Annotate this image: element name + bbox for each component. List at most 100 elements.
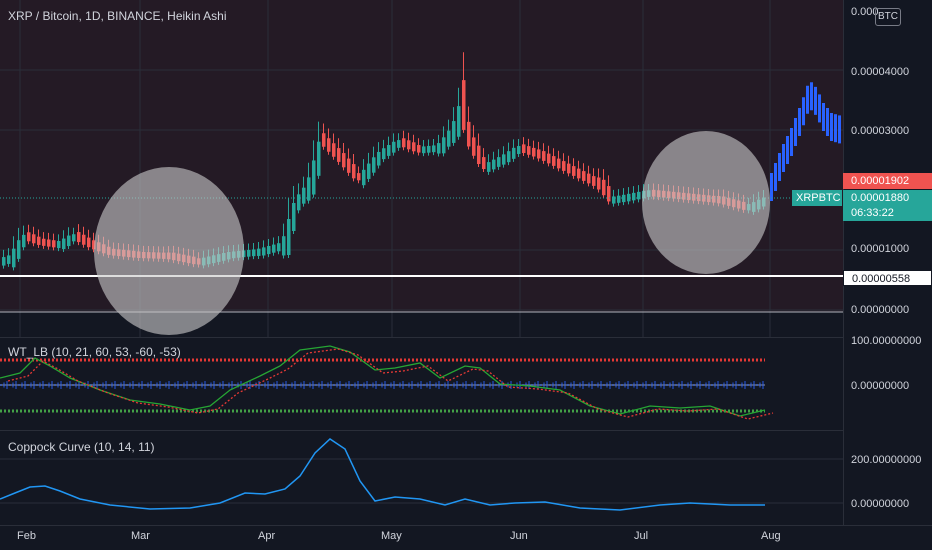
wt-histogram-bar: [705, 382, 707, 388]
candle: [637, 191, 641, 200]
wt-lb-legend[interactable]: WT_LB (10, 21, 60, 53, -60, -53): [8, 345, 181, 359]
wt-histogram-bar: [468, 384, 470, 386]
coppock-pane[interactable]: [0, 431, 843, 525]
wt-histogram-bar: [327, 382, 329, 388]
candle: [267, 245, 271, 255]
wt-histogram-bar: [0, 384, 2, 386]
wt-histogram-bar: [210, 382, 212, 388]
wt-histogram-bar: [612, 384, 614, 386]
highlight-circle-july: [642, 131, 770, 274]
wt-histogram-bar: [36, 384, 38, 386]
wt-lb-pane[interactable]: [0, 338, 843, 430]
currency-badge[interactable]: BTC: [875, 8, 901, 26]
wt-histogram-bar: [672, 381, 674, 389]
time-axis-label: Jul: [634, 530, 649, 542]
wt-histogram-bar: [483, 381, 485, 389]
candle: [482, 157, 486, 170]
wt-histogram-bar: [441, 384, 443, 386]
candle: [347, 158, 351, 173]
candle: [562, 161, 566, 171]
candle: [472, 137, 476, 156]
wt-histogram-bar: [639, 384, 641, 386]
wt-histogram-bar: [669, 382, 671, 388]
price-axis[interactable]: [843, 0, 932, 525]
wt-histogram-bar: [579, 382, 581, 388]
wt-histogram-bar: [459, 384, 461, 386]
candle: [432, 145, 436, 153]
wt-histogram-bar: [558, 384, 560, 386]
wt-histogram-bar: [219, 382, 221, 388]
pane-separator[interactable]: [0, 337, 932, 338]
wt-histogram-bar: [636, 381, 638, 389]
candle: [297, 194, 301, 211]
wt-histogram-bar: [603, 384, 605, 386]
wt-histogram-bar: [117, 384, 119, 386]
wt-histogram-bar: [165, 382, 167, 388]
time-axis-label: Apr: [258, 530, 276, 542]
wt-histogram-bar: [21, 382, 23, 388]
candle: [447, 130, 451, 147]
wt-line-2: [7, 348, 774, 420]
wt-histogram-bar: [189, 384, 191, 386]
wt-histogram-bar: [618, 381, 620, 389]
pane-separator[interactable]: [0, 430, 932, 431]
red-price-tag: 0.00001902: [843, 173, 932, 189]
wt-histogram-bar: [303, 381, 305, 389]
candle: [312, 160, 316, 195]
wt-histogram-bar: [195, 381, 197, 389]
candle: [392, 141, 396, 153]
wt-histogram-bar: [423, 384, 425, 386]
candle: [542, 151, 546, 161]
wt-histogram-bar: [279, 384, 281, 386]
wt-histogram-bar: [183, 382, 185, 388]
wt-histogram-bar: [396, 384, 398, 386]
wt-histogram-bar: [435, 382, 437, 388]
candle: [387, 145, 391, 156]
wt-histogram-bar: [225, 384, 227, 386]
time-axis-label: Aug: [761, 530, 781, 542]
wt-histogram-bar: [546, 381, 548, 389]
wt-histogram-bar: [447, 381, 449, 389]
wt-histogram-bar: [474, 381, 476, 389]
wt-histogram-bar: [42, 381, 44, 389]
coppock-chart[interactable]: [0, 431, 843, 525]
wt-histogram-bar: [471, 382, 473, 388]
candle: [442, 137, 446, 154]
wt-histogram-bar: [273, 382, 275, 388]
projection-candle: [794, 118, 797, 146]
candle: [477, 145, 481, 164]
wt-histogram-bar: [450, 384, 452, 386]
wt-histogram-bar: [294, 381, 296, 389]
projection-candle: [778, 153, 781, 181]
wt-histogram-bar: [492, 381, 494, 389]
wt-histogram-bar: [381, 382, 383, 388]
wt-histogram-bar: [156, 382, 158, 388]
wt-histogram-bar: [267, 381, 269, 389]
wt-histogram-bar: [228, 382, 230, 388]
candle: [557, 158, 561, 169]
wt-histogram-bar: [129, 382, 131, 388]
coppock-legend[interactable]: Coppock Curve (10, 14, 11): [8, 440, 155, 454]
candle: [422, 146, 426, 154]
candle: [572, 166, 576, 176]
last-price-tag: 0.00001880: [843, 190, 932, 206]
wt-histogram-bar: [315, 384, 317, 386]
wt-histogram-bar: [198, 384, 200, 386]
wt-histogram-bar: [285, 381, 287, 389]
wt-histogram-bar: [699, 381, 701, 389]
candle: [22, 234, 26, 248]
candle: [342, 153, 346, 168]
candle: [77, 232, 81, 243]
wt-histogram-bar: [405, 384, 407, 386]
wt-histogram-bar: [711, 384, 713, 386]
wt-histogram-bar: [426, 382, 428, 388]
wt-histogram-bar: [564, 381, 566, 389]
candle: [72, 234, 76, 242]
horizontal-line-tag: 0.00000558: [843, 270, 932, 286]
wt-lb-chart[interactable]: [0, 338, 843, 430]
candle: [52, 240, 56, 248]
wt-histogram-bar: [462, 382, 464, 388]
wt-histogram-bar: [708, 381, 710, 389]
wt-histogram-bar: [465, 381, 467, 389]
wt-histogram-bar: [204, 381, 206, 389]
